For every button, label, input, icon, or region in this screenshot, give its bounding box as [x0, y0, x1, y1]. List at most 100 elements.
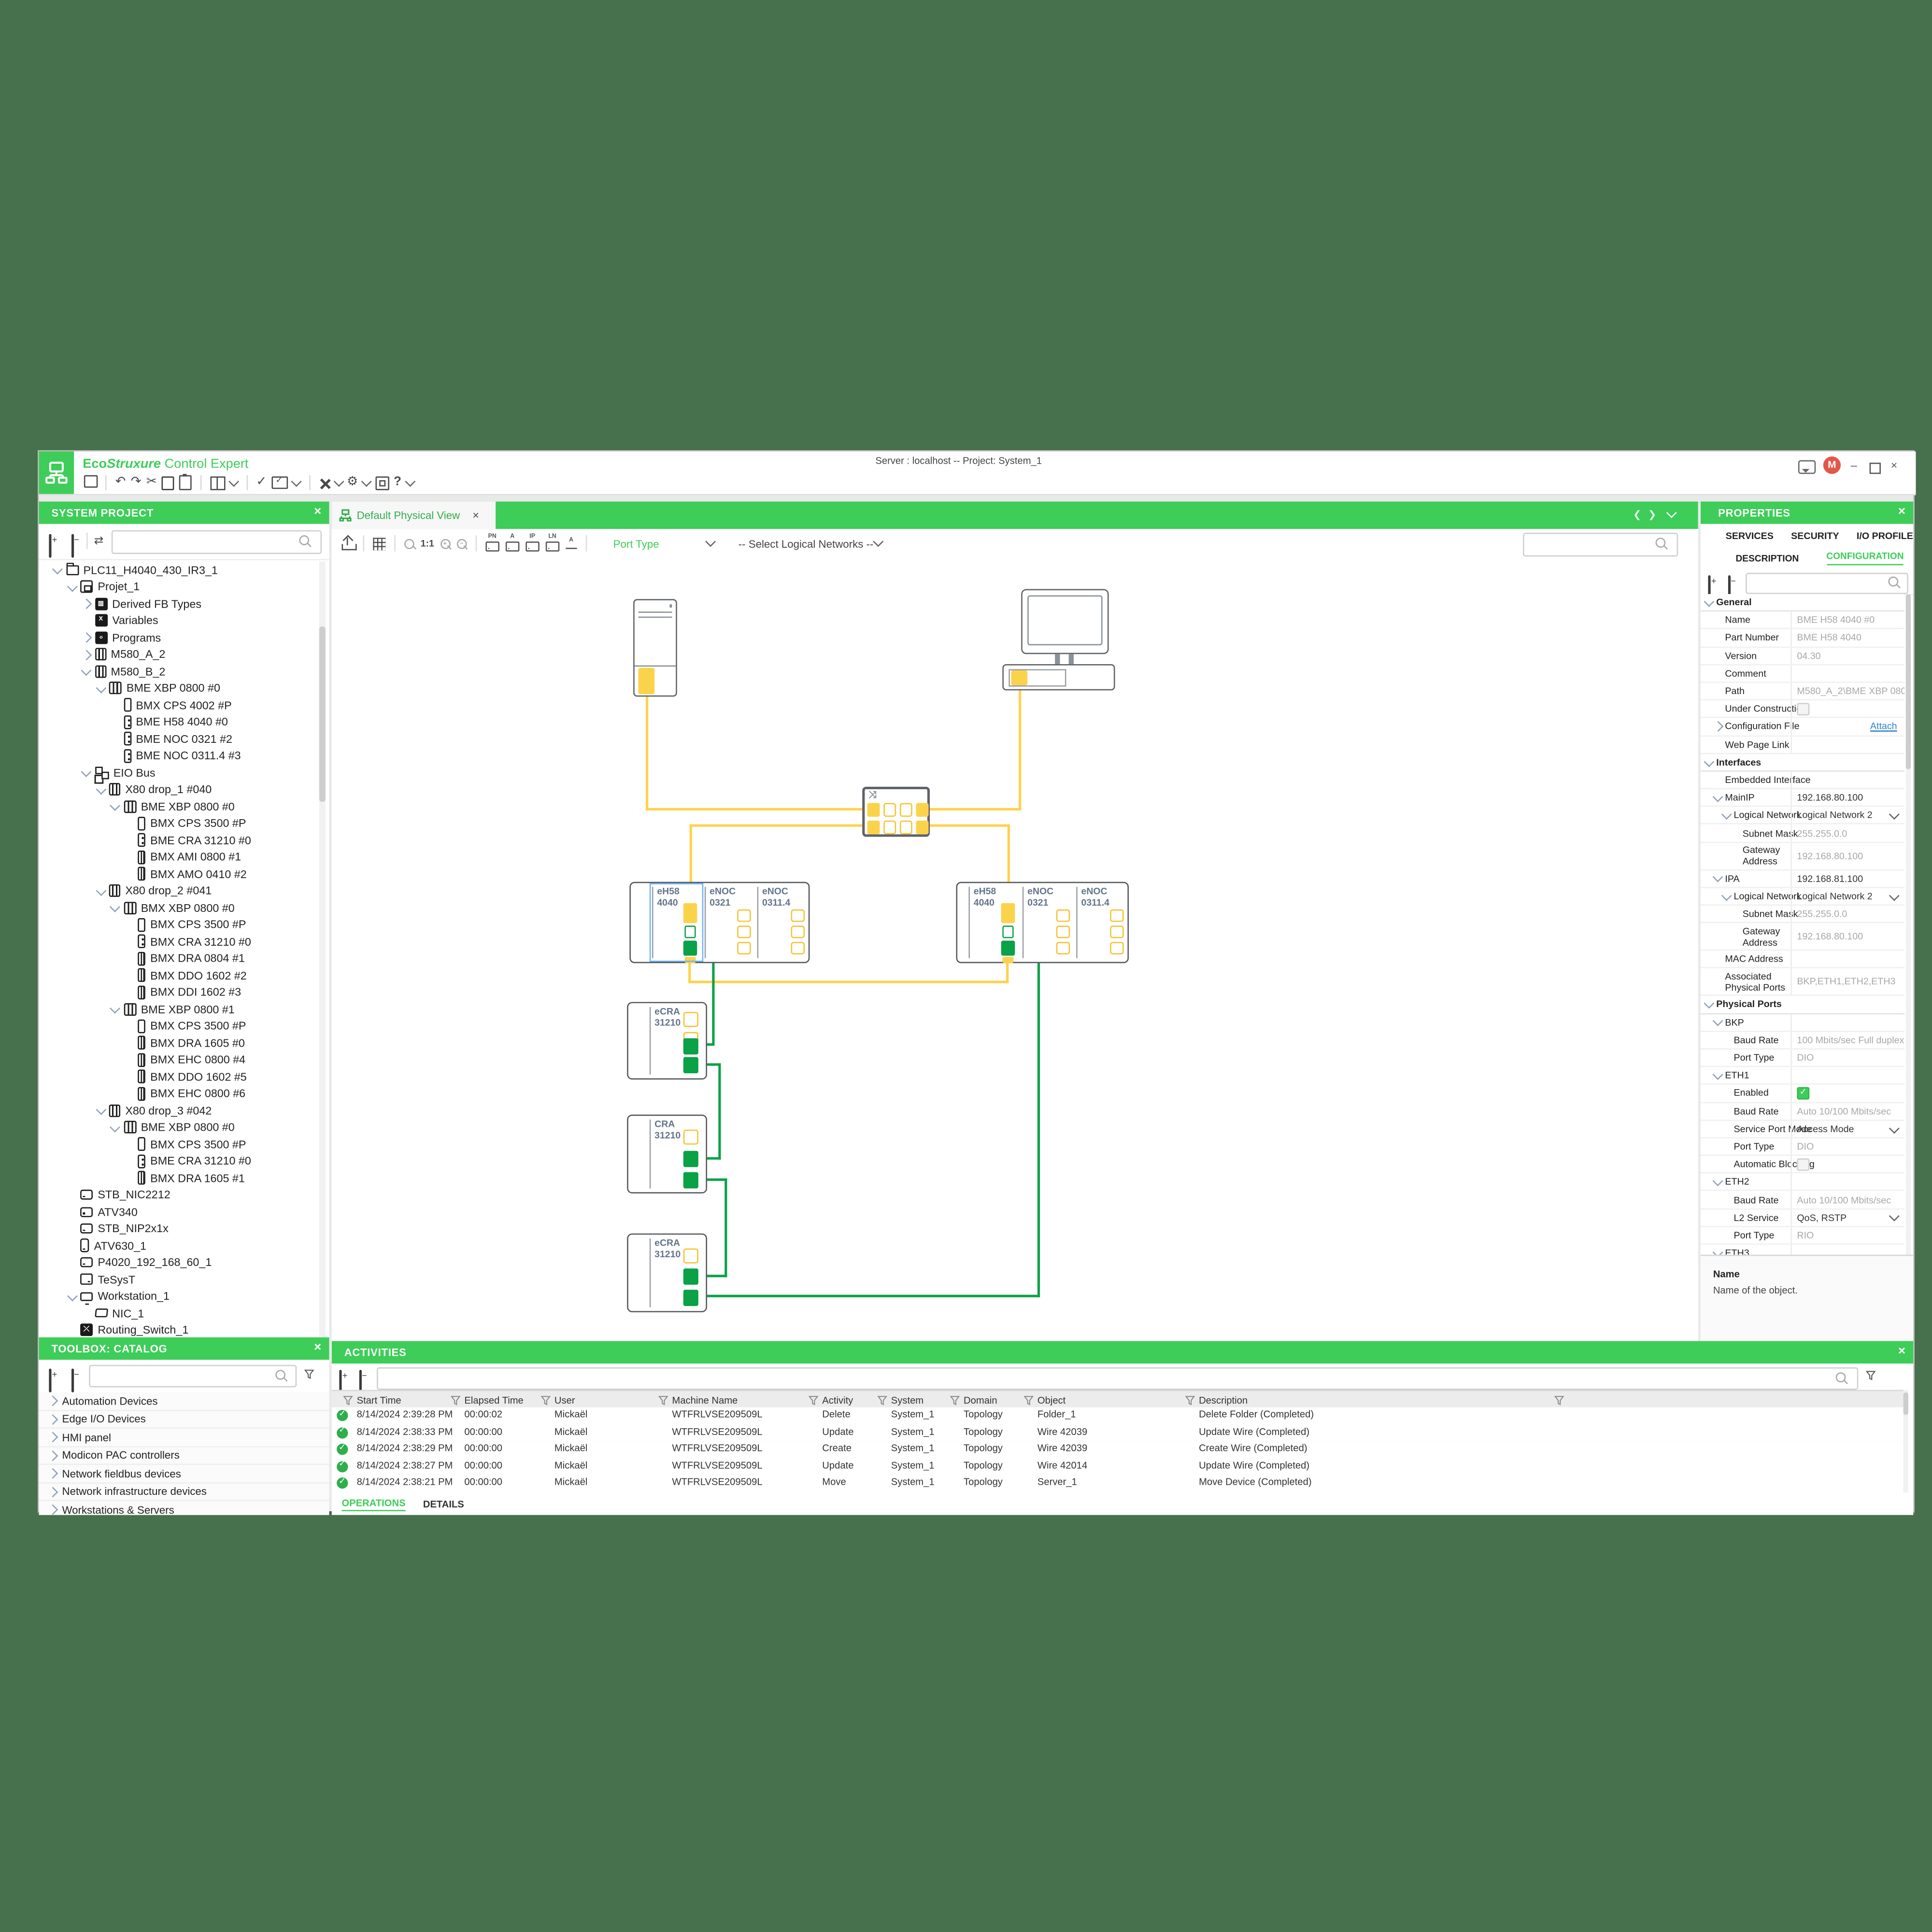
switch-port[interactable]	[899, 803, 912, 817]
expander-icon[interactable]	[1721, 809, 1732, 819]
property-dropdown[interactable]: Logical Network 2	[1797, 810, 1873, 821]
enoc-port[interactable]	[737, 909, 751, 922]
expander-icon[interactable]	[47, 1396, 57, 1406]
properties-scrollbar[interactable]	[1905, 594, 1911, 1255]
property-dropdown[interactable]: Access Mode	[1797, 1123, 1854, 1135]
wire-green-chain-3[interactable]	[698, 1178, 727, 1181]
tab-list-chevron-icon[interactable]	[1666, 507, 1676, 517]
expander-icon[interactable]	[47, 1486, 57, 1497]
expander-icon[interactable]	[1704, 756, 1714, 766]
wire-green-chain-4[interactable]	[698, 1294, 1040, 1297]
close-panel-icon[interactable]: ×	[314, 505, 322, 519]
workstation-monitor[interactable]	[1021, 589, 1109, 654]
tree-item[interactable]: TeSysT	[39, 1271, 319, 1288]
attach-link[interactable]: Attach	[1870, 721, 1897, 732]
tree-item[interactable]: X80 drop_1 #040	[39, 781, 319, 798]
tree-item[interactable]: BMX DDO 1602 #2	[39, 967, 319, 984]
expand-all-icon[interactable]	[339, 1370, 342, 1394]
eh58-port-green-empty[interactable]	[1002, 925, 1014, 938]
cra-port-green[interactable]	[683, 1057, 698, 1074]
monitor-validate-icon[interactable]: ✓	[271, 476, 288, 489]
tab-scroll-left-icon[interactable]: ❮	[1633, 509, 1642, 521]
expander-icon[interactable]	[110, 1003, 120, 1013]
catalog-category[interactable]: Workstations & Servers	[39, 1501, 329, 1515]
help-icon[interactable]: ?	[394, 475, 401, 489]
tree-item[interactable]: STB_NIP2x1x	[39, 1221, 319, 1237]
tree-item[interactable]: Derived FB Types	[39, 596, 319, 612]
show-addresses-icon[interactable]: A	[505, 534, 519, 552]
eh58-port-green[interactable]	[1001, 940, 1015, 956]
cra-port-green[interactable]	[683, 1037, 698, 1054]
expander-icon[interactable]	[81, 649, 91, 659]
tree-item[interactable]: ATV340	[39, 1204, 319, 1221]
column-header-machine-name[interactable]: Machine Name	[658, 1391, 738, 1408]
property-value[interactable]: 255.255.0.0	[1797, 908, 1847, 920]
dropdown-chevron-icon[interactable]	[1889, 1122, 1899, 1133]
expander-icon[interactable]	[81, 665, 91, 675]
expander-icon[interactable]	[47, 1414, 57, 1424]
property-value[interactable]: BKP,ETH1,ETH2,ETH3	[1797, 976, 1896, 988]
enoc-port[interactable]	[1056, 942, 1070, 955]
expander-icon[interactable]	[67, 581, 77, 591]
subtab-description[interactable]: DESCRIPTION	[1735, 552, 1799, 564]
fullscreen-icon[interactable]	[375, 476, 389, 490]
checkbox-unchecked[interactable]	[1797, 702, 1810, 715]
eh58-port-yellow[interactable]	[683, 903, 697, 923]
activity-row[interactable]: 8/14/2024 2:38:27 PM 00:00:00 Mickaël WTFRL…	[331, 1458, 1904, 1477]
enoc-port[interactable]	[1056, 925, 1070, 938]
activity-row[interactable]: 8/14/2024 2:39:28 PM 00:00:02 Mickaël WTFRL…	[331, 1407, 1904, 1426]
wire-switch-rack-b[interactable]	[1007, 824, 1010, 903]
expander-icon[interactable]	[67, 1290, 77, 1300]
tree-item[interactable]: NIC_1	[39, 1305, 319, 1321]
tree-item[interactable]: EIO Bus	[39, 764, 319, 781]
tree-item[interactable]: BME XBP 0800 #0	[39, 680, 319, 696]
tree-item[interactable]: BMX DRA 1605 #0	[39, 1035, 319, 1051]
zoom-in-icon[interactable]: +	[440, 538, 451, 549]
tree-item[interactable]: Programs	[39, 629, 319, 646]
tree-item[interactable]: BMX DRA 1605 #1	[39, 1170, 319, 1187]
collapse-all-icon[interactable]	[359, 1370, 362, 1394]
column-header-extra[interactable]	[1554, 1391, 1564, 1408]
redo-icon[interactable]: ↷	[130, 475, 142, 489]
undo-icon[interactable]: ↶	[115, 475, 126, 489]
activity-row[interactable]: 8/14/2024 2:38:21 PM 00:00:00 Mickaël WTFRL…	[331, 1475, 1904, 1494]
property-value[interactable]: 192.168.81.100	[1797, 872, 1863, 884]
print-icon[interactable]	[84, 475, 98, 488]
tree-item[interactable]: Variables	[39, 612, 319, 629]
property-value[interactable]: BME H58 4040 #0	[1797, 614, 1875, 626]
tree-item[interactable]: BMX EHC 0800 #6	[39, 1085, 319, 1102]
switch-port[interactable]	[867, 820, 880, 835]
close-button[interactable]: ×	[1890, 459, 1898, 472]
expander-icon[interactable]	[47, 1468, 57, 1478]
show-wire-labels-icon[interactable]: A	[565, 537, 577, 549]
tree-item[interactable]: BMX CPS 3500 #P	[39, 1136, 319, 1153]
expander-icon[interactable]	[1704, 596, 1714, 606]
property-value[interactable]: DIO	[1797, 1140, 1814, 1152]
wire-switch-rack-a[interactable]	[689, 824, 863, 827]
tree-item[interactable]: BME CRA 31210 #0	[39, 832, 319, 849]
expander-icon[interactable]	[81, 598, 91, 609]
wire-green-chain-2[interactable]	[718, 1063, 721, 1160]
tree-item[interactable]: PLC11_H4040_430_IR3_1	[39, 562, 319, 579]
tree-item[interactable]: BMX DDI 1602 #3	[39, 984, 319, 1001]
eh58-port-green-empty[interactable]	[684, 925, 696, 938]
tree-item[interactable]: BMX CPS 3500 #P	[39, 1018, 319, 1035]
expander-icon[interactable]	[110, 800, 120, 810]
view-search-input[interactable]	[1523, 532, 1678, 557]
wire-green-chain-4[interactable]	[1037, 942, 1040, 1297]
tree-item[interactable]: BME NOC 0321 #2	[39, 730, 319, 747]
minimize-button[interactable]: –	[1850, 459, 1857, 472]
close-panel-icon[interactable]: ×	[1898, 1345, 1906, 1359]
catalog-category[interactable]: Network fieldbus devices	[39, 1464, 329, 1483]
rack-m580-a[interactable]	[629, 881, 810, 964]
checkbox-checked[interactable]	[1797, 1087, 1810, 1100]
expander-icon[interactable]	[81, 767, 91, 777]
show-ip-icon[interactable]: IP	[525, 534, 540, 552]
dropdown-chevron-icon[interactable]	[1889, 890, 1899, 900]
tree-item[interactable]: BME XBP 0800 #0	[39, 798, 319, 815]
switch-port[interactable]	[883, 803, 896, 817]
expander-icon[interactable]	[81, 632, 91, 643]
add-device-icon[interactable]	[49, 534, 52, 558]
filter-funnel-icon[interactable]	[658, 1394, 668, 1406]
tab-operations[interactable]: OPERATIONS	[341, 1497, 406, 1511]
